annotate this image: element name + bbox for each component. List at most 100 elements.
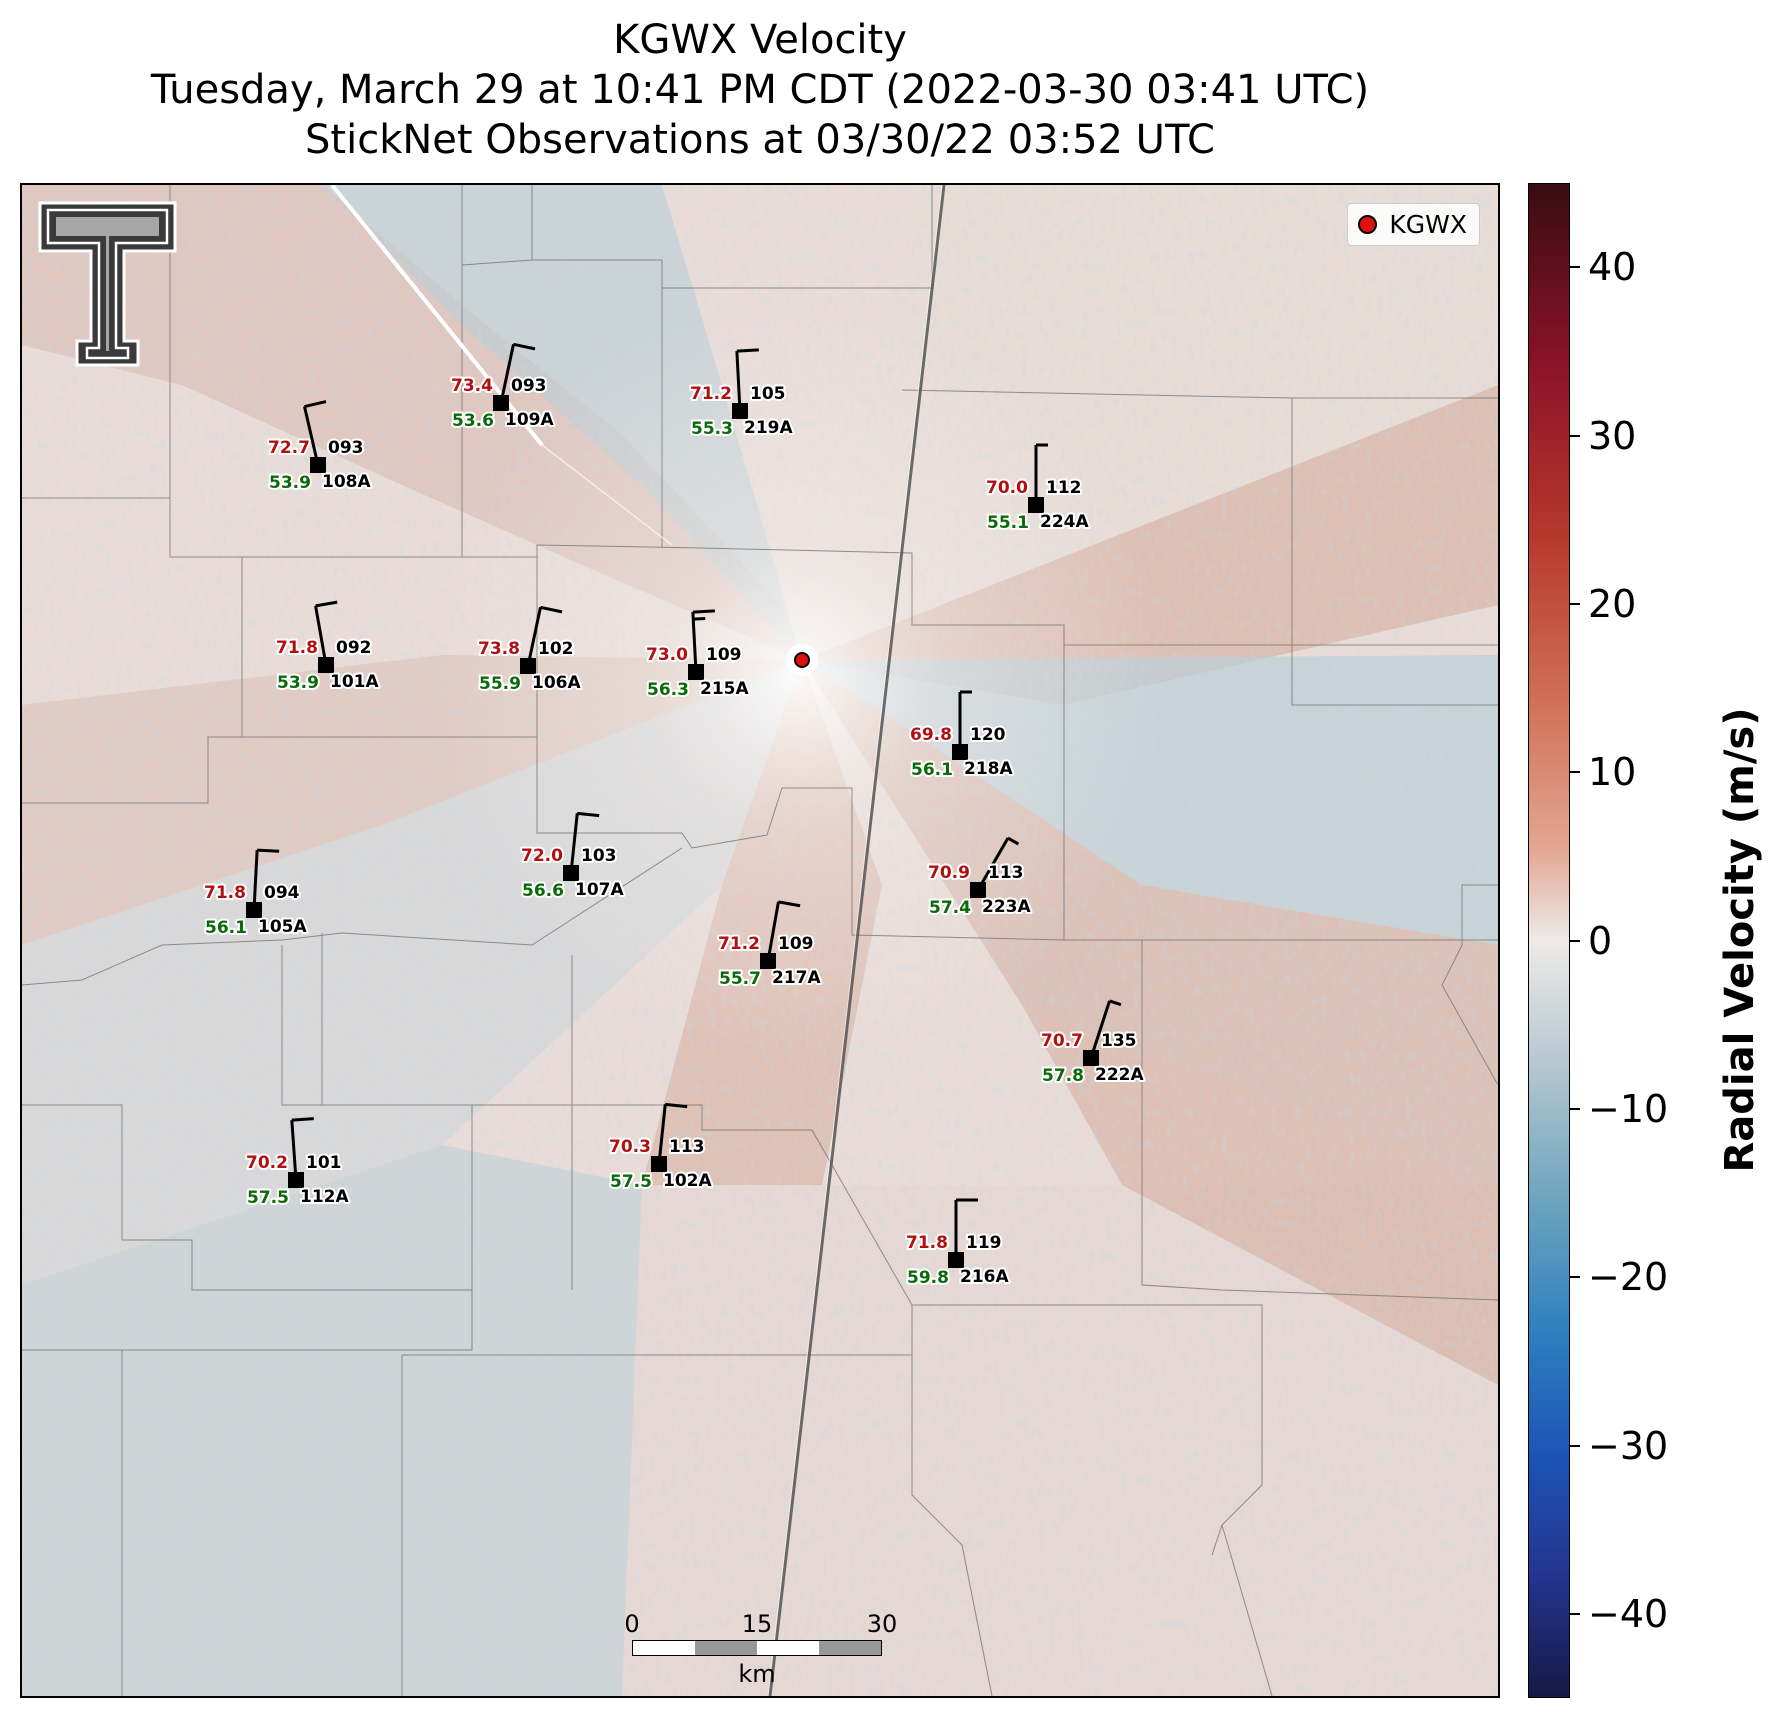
wind-barb-staff	[569, 813, 579, 874]
station-marker[interactable]	[760, 953, 776, 969]
station-marker[interactable]	[1028, 497, 1044, 513]
scale-label-15: 15	[741, 1610, 773, 1638]
wind-barb-full	[304, 400, 327, 408]
chart-subtitle-time: Tuesday, March 29 at 10:41 PM CDT (2022-…	[150, 67, 1370, 113]
station-216A[interactable]: 71.8 119 59.8 216A	[904, 1198, 1011, 1290]
wind-barb-staff	[526, 606, 542, 667]
colorbar-tick	[1570, 771, 1580, 774]
radar-site-marker[interactable]	[794, 652, 810, 668]
station-marker[interactable]	[948, 1252, 964, 1268]
station-109A[interactable]: 73.4 093 53.6 109A	[449, 342, 556, 433]
colorbar-tick-label: −10	[1588, 1086, 1669, 1131]
radar-map[interactable]: 72.7 093 53.9 108A 73.4 093 53.6 109A 71.2 105 55.…	[20, 183, 1500, 1698]
station-id: 101A	[330, 672, 379, 692]
station-id: 105A	[258, 917, 307, 937]
radar-artifact-ray-faint	[541, 444, 673, 546]
colorbar-tick-label: 20	[1588, 581, 1637, 626]
colorbar-tick	[1570, 602, 1580, 605]
wind-barb-staff	[1089, 1000, 1111, 1059]
station-marker[interactable]	[288, 1172, 304, 1188]
station-temperature: 73.4	[451, 376, 493, 396]
station-marker[interactable]	[952, 744, 968, 760]
station-id: 112A	[300, 1187, 349, 1207]
legend-marker	[1358, 215, 1378, 234]
colorbar-tick-label: 40	[1588, 245, 1637, 290]
colorbar-tick	[1570, 434, 1580, 437]
station-107A[interactable]: 72.0 103 56.6 107A	[519, 811, 626, 903]
station-temperature: 70.9	[928, 863, 970, 883]
station-temperature: 73.0	[646, 645, 688, 665]
station-marker[interactable]	[246, 902, 262, 918]
wind-barb-full	[257, 848, 280, 853]
station-marker[interactable]	[970, 882, 986, 898]
station-pressure: 103	[581, 846, 617, 866]
colorbar-tick	[1570, 266, 1580, 269]
colorbar-tick-label: 0	[1588, 918, 1613, 963]
station-dewpoint: 57.5	[610, 1172, 652, 1192]
station-temperature: 69.8	[910, 725, 952, 745]
station-temperature: 70.7	[1041, 1031, 1083, 1051]
station-dewpoint: 56.3	[647, 680, 689, 700]
station-temperature: 71.8	[204, 883, 246, 903]
station-101A[interactable]: 71.8 092 53.9 101A	[274, 600, 381, 695]
wind-barb-staff	[766, 901, 780, 962]
station-id: 102A	[663, 1171, 712, 1191]
station-pressure: 101	[306, 1153, 342, 1173]
station-102A[interactable]: 70.3 113 57.5 102A	[607, 1102, 714, 1194]
station-106A[interactable]: 73.8 102 55.9 106A	[476, 605, 583, 696]
station-108A[interactable]: 72.7 093 53.9 108A	[266, 400, 373, 495]
station-219A[interactable]: 71.2 105 55.3 219A	[688, 348, 795, 441]
station-marker[interactable]	[1083, 1050, 1099, 1066]
colorbar-tick-label: 10	[1588, 750, 1637, 795]
station-marker[interactable]	[493, 395, 509, 411]
station-temperature: 71.2	[718, 934, 760, 954]
wind-barb-full	[665, 1102, 688, 1109]
station-id: 219A	[744, 418, 793, 438]
station-id: 217A	[772, 968, 821, 988]
station-215A[interactable]: 73.0 109 56.3 215A	[644, 609, 751, 702]
station-217A[interactable]: 71.2 109 55.7 217A	[716, 900, 823, 991]
county-borders	[22, 185, 1498, 1696]
station-id: 106A	[532, 673, 581, 693]
chart-title: KGWX Velocity	[613, 17, 907, 63]
station-dewpoint: 55.1	[987, 513, 1029, 533]
legend-label: KGWX	[1389, 210, 1467, 239]
station-112A[interactable]: 70.2 101 57.5 112A	[244, 1117, 351, 1210]
wind-barb-staff	[976, 837, 1010, 891]
station-218A[interactable]: 69.8 120 56.1 218A	[908, 690, 1015, 782]
station-id: 223A	[982, 897, 1031, 917]
station-pressure: 119	[966, 1233, 1002, 1253]
station-223A[interactable]: 70.9 113 57.4 223A	[926, 836, 1033, 920]
station-marker[interactable]	[688, 664, 704, 680]
station-pressure: 092	[336, 638, 372, 658]
station-pressure: 105	[750, 384, 786, 404]
colorbar-tick	[1570, 1107, 1580, 1110]
map-legend: KGWX	[1347, 203, 1480, 246]
station-marker[interactable]	[732, 403, 748, 419]
station-224A[interactable]: 70.0 112 55.1 224A	[984, 443, 1091, 535]
scale-label-30: 30	[866, 1610, 898, 1638]
station-222A[interactable]: 70.7 135 57.8 222A	[1039, 999, 1146, 1088]
station-dewpoint: 59.8	[907, 1268, 949, 1288]
radar-site-kgwx[interactable]	[786, 644, 818, 676]
wind-barb-staff	[657, 1104, 667, 1165]
chart-subtitle-obs: StickNet Observations at 03/30/22 03:52 …	[305, 117, 1215, 163]
station-marker[interactable]	[651, 1156, 667, 1172]
station-temperature: 71.8	[906, 1233, 948, 1253]
station-id: 107A	[575, 880, 624, 900]
map-canvas[interactable]: 72.7 093 53.9 108A 73.4 093 53.6 109A 71.2 105 55.…	[22, 185, 1498, 1696]
station-temperature: 72.0	[521, 846, 563, 866]
wind-barb-full	[291, 1117, 314, 1122]
station-dewpoint: 55.3	[691, 419, 733, 439]
wind-barb-half	[1109, 999, 1122, 1007]
station-pressure: 094	[264, 883, 300, 903]
station-marker[interactable]	[318, 657, 334, 673]
station-marker[interactable]	[563, 865, 579, 881]
station-pressure: 102	[538, 639, 574, 659]
station-marker[interactable]	[520, 658, 536, 674]
scale-label-0: 0	[624, 1610, 640, 1638]
station-pressure: 109	[778, 934, 814, 954]
station-temperature: 71.8	[276, 638, 318, 658]
station-105A[interactable]: 71.8 094 56.1 105A	[202, 848, 309, 940]
station-marker[interactable]	[310, 457, 326, 473]
